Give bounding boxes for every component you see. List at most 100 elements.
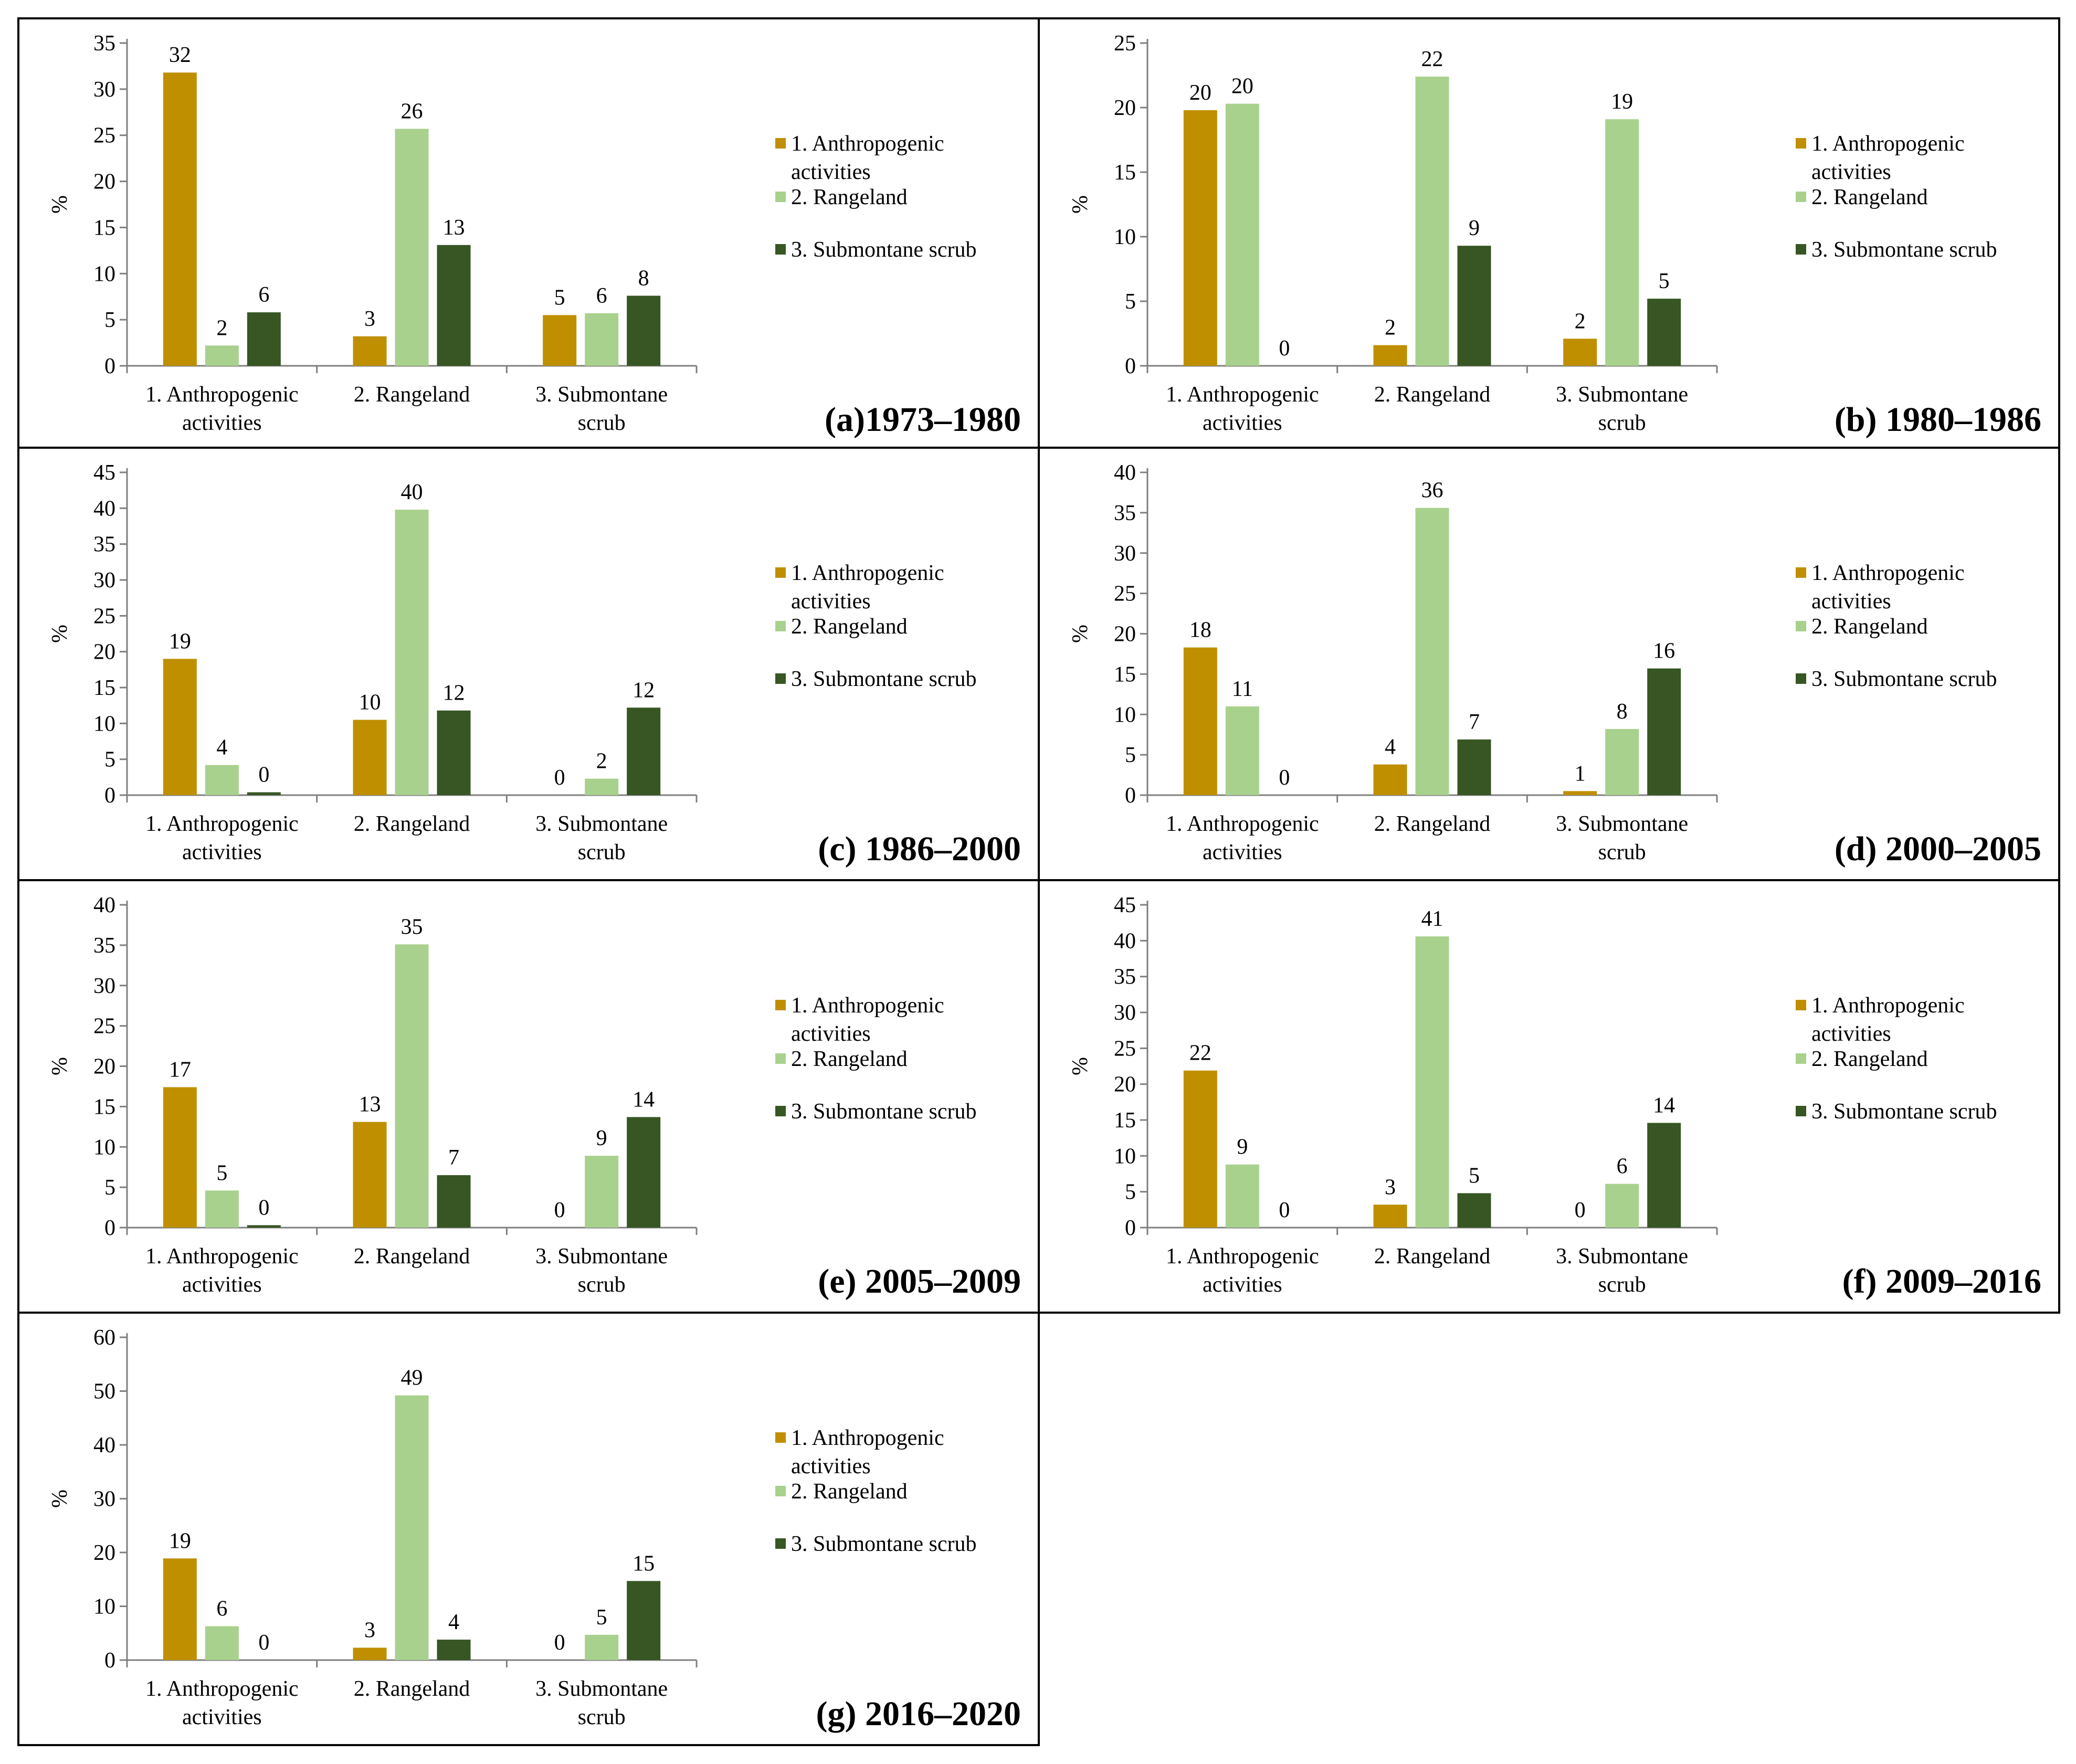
data-label: 4: [216, 736, 227, 760]
x-tick-label: 1. Anthropogenic: [145, 1677, 299, 1701]
legend-label: 1. Anthropogenic: [1811, 561, 1965, 585]
legend-label: 1. Anthropogenic: [791, 132, 944, 156]
data-label: 6: [1617, 1155, 1628, 1179]
bar-rangeland: [205, 765, 239, 795]
data-label: 8: [1617, 700, 1628, 724]
y-tick-label: 20: [93, 1055, 115, 1079]
x-tick-label: scrub: [1598, 840, 1646, 864]
data-label: 15: [633, 1551, 655, 1576]
y-tick-label: 0: [104, 354, 115, 378]
y-tick-label: 35: [1114, 965, 1136, 989]
data-label: 4: [1385, 735, 1396, 759]
data-label: 2: [1385, 316, 1396, 340]
legend-swatch-submontane: [775, 244, 786, 255]
bar-submontane: [1457, 246, 1491, 366]
y-tick-label: 20: [93, 170, 115, 194]
y-tick-label: 40: [93, 497, 115, 521]
bar-rangeland: [205, 1190, 239, 1228]
y-axis-label: %: [48, 1057, 72, 1075]
chart-panel-b: 0 5 10 15 20 25% 1. Anthropogenic activities 2. …: [1038, 17, 2060, 449]
bar-rangeland: [585, 1156, 619, 1228]
data-label: 9: [1237, 1135, 1248, 1159]
bar-rangeland: [1225, 706, 1259, 795]
bar-submontane: [437, 1175, 471, 1228]
legend-swatch-submontane: [1796, 1106, 1806, 1116]
legend-label: 3. Submontane scrub: [1811, 238, 1997, 262]
y-tick-label: 10: [93, 262, 115, 286]
y-tick-label: 0: [1125, 1216, 1136, 1240]
legend-label: 3. Submontane scrub: [791, 1100, 976, 1124]
data-label: 0: [1279, 1198, 1290, 1222]
legend-label: 1. Anthropogenic: [791, 994, 944, 1018]
y-tick-label: 20: [1114, 1073, 1136, 1097]
chart-svg-e: 0 5 10 15 20 25 30 35 40% 1. Anthropogenic activit…: [48, 893, 1021, 1301]
x-tick-label: 3. Submontane: [535, 1677, 668, 1701]
data-label: 17: [169, 1058, 191, 1082]
y-tick-label: 60: [93, 1326, 115, 1350]
bar-rangeland: [585, 1634, 619, 1660]
y-tick-label: 10: [93, 1135, 115, 1159]
legend-label: 2. Rangeland: [791, 1047, 908, 1071]
y-axis-label: %: [48, 1490, 72, 1508]
data-label: 35: [401, 915, 423, 939]
legend-label: 2. Rangeland: [791, 185, 908, 209]
bar-anthropogenic: [163, 72, 197, 366]
bar-submontane: [1647, 668, 1681, 795]
chart-title: (g) 2016–2020: [816, 1695, 1021, 1733]
bar-submontane: [1457, 739, 1491, 795]
bar-anthropogenic: [543, 315, 577, 366]
y-axis-label: %: [48, 625, 72, 643]
legend-label: activities: [1811, 1022, 1891, 1046]
y-tick-label: 10: [93, 712, 115, 736]
legend-swatch-anthropogenic: [1796, 1000, 1806, 1010]
legend-label: 1. Anthropogenic: [1811, 994, 1965, 1018]
data-label: 14: [1653, 1093, 1675, 1117]
legend-label: activities: [791, 160, 871, 184]
chart-title: (a)1973–1980: [825, 400, 1021, 439]
bar-anthropogenic: [163, 1087, 197, 1228]
x-tick-label: 3. Submontane: [1556, 1244, 1688, 1269]
y-axis-label: %: [1068, 195, 1092, 214]
bar-rangeland: [1415, 76, 1449, 366]
data-label: 41: [1421, 907, 1443, 931]
legend-label: 2. Rangeland: [1811, 1047, 1928, 1071]
y-tick-label: 25: [93, 1015, 115, 1039]
y-tick-label: 10: [1114, 225, 1136, 249]
y-tick-label: 25: [1114, 1037, 1136, 1061]
bar-submontane: [627, 295, 661, 366]
data-label: 16: [1653, 639, 1675, 663]
bar-submontane: [247, 1225, 281, 1228]
legend-swatch-anthropogenic: [775, 1432, 786, 1443]
x-tick-label: activities: [182, 1273, 262, 1297]
legend-label: 1. Anthropogenic: [791, 1426, 944, 1450]
data-label: 22: [1421, 47, 1443, 71]
data-label: 19: [169, 1529, 191, 1553]
data-label: 12: [443, 681, 465, 705]
x-tick-label: 2. Rangeland: [354, 812, 470, 836]
legend-label: activities: [791, 1022, 871, 1046]
y-tick-label: 15: [93, 676, 115, 700]
y-tick-label: 25: [93, 124, 115, 148]
data-label: 0: [1575, 1198, 1586, 1222]
x-tick-label: activities: [1203, 840, 1282, 864]
x-tick-label: activities: [182, 1705, 262, 1729]
bar-rangeland: [205, 1626, 239, 1660]
bar-rangeland: [395, 129, 429, 366]
y-tick-label: 5: [104, 308, 115, 332]
y-tick-label: 0: [104, 1649, 115, 1673]
x-tick-label: 2. Rangeland: [354, 1677, 470, 1701]
y-tick-label: 20: [1114, 96, 1136, 120]
y-tick-label: 30: [93, 78, 115, 102]
legend-label: 2. Rangeland: [1811, 185, 1928, 209]
data-label: 14: [633, 1087, 655, 1112]
x-tick-label: scrub: [1598, 411, 1646, 435]
data-label: 10: [359, 691, 381, 715]
y-tick-label: 10: [1114, 1144, 1136, 1168]
legend-label: 3. Submontane scrub: [791, 238, 976, 262]
x-tick-label: 1. Anthropogenic: [1166, 1244, 1319, 1269]
bar-anthropogenic: [1373, 345, 1407, 366]
data-label: 20: [1231, 75, 1253, 99]
chart-panel-g: 0 10 20 30 40 50 60% 1. Anthropogenic activities…: [17, 1312, 1040, 1746]
chart-title: (d) 2000–2005: [1835, 830, 2041, 868]
